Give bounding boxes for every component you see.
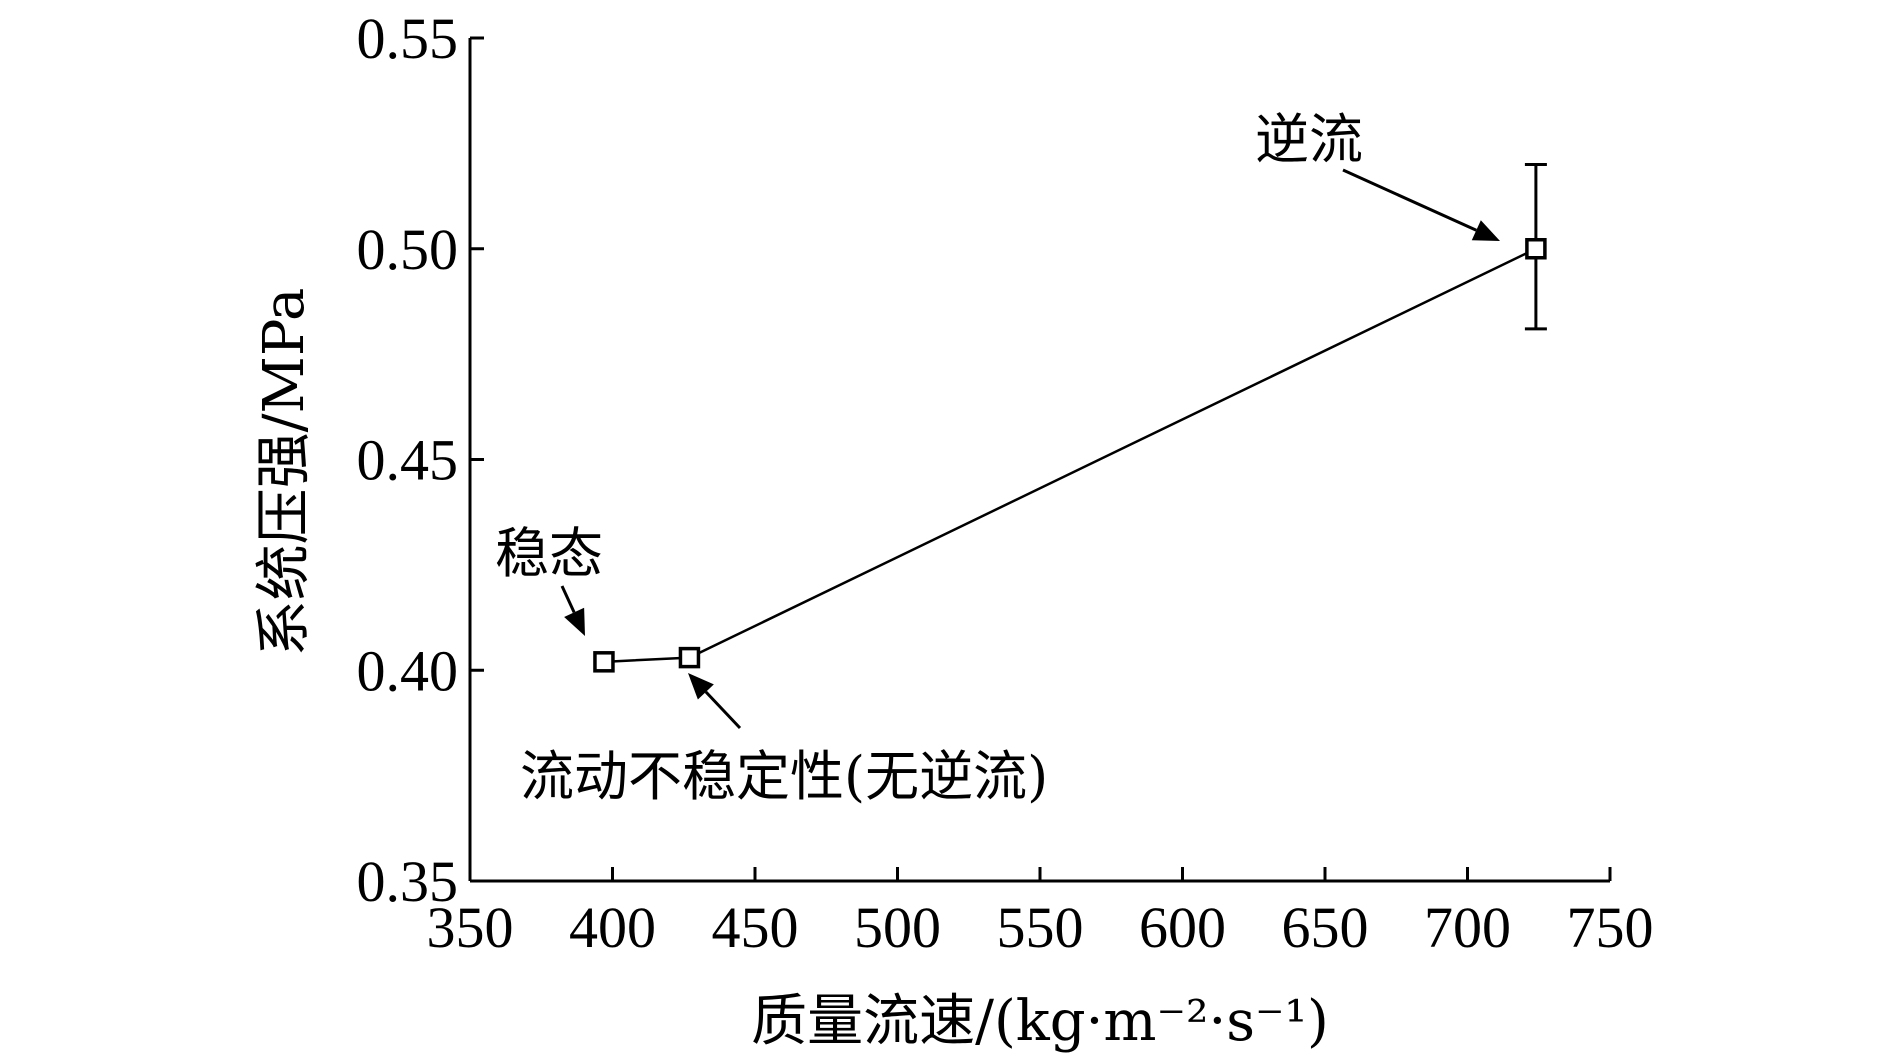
x-tick-label: 450 [712,895,799,960]
x-tick-label: 650 [1282,895,1369,960]
y-tick-label: 0.45 [357,428,459,493]
x-tick-label: 550 [997,895,1084,960]
data-point-marker [678,646,701,669]
annotation-arrow [560,585,585,636]
y-tick-label: 0.50 [357,217,459,282]
series-layer [593,162,1547,673]
annotation-arrow [688,673,742,730]
x-tick-label: 500 [854,895,941,960]
x-axis-ticks: 350 400 450 500 550 600 650 700 750 [427,867,1654,960]
y-tick-label: 0.40 [357,638,459,703]
data-point-marker [1525,238,1547,260]
y-tick-label: 0.35 [357,849,459,914]
y-axis-ticks: 0.35 0.40 0.45 0.50 0.55 [357,6,484,914]
x-tick-label: 350 [427,895,514,960]
annotation-label: 流动不稳定性(无逆流) [520,745,1048,808]
data-point-marker [593,651,615,673]
annotation-arrow [1342,168,1500,241]
y-tick-label: 0.55 [357,6,459,71]
annotation-label: 逆流 [1255,108,1363,171]
x-tick-label: 750 [1567,895,1654,960]
x-tick-label: 600 [1139,895,1226,960]
series-line [603,247,1537,664]
x-axis-title: 质量流速/(kg·m⁻²·s⁻¹) [751,989,1329,1054]
x-tick-label: 400 [569,895,656,960]
annotation-label: 稳态 [495,522,603,585]
x-tick-label: 700 [1424,895,1511,960]
y-axis-title: 系统压强/MPa [252,288,317,657]
